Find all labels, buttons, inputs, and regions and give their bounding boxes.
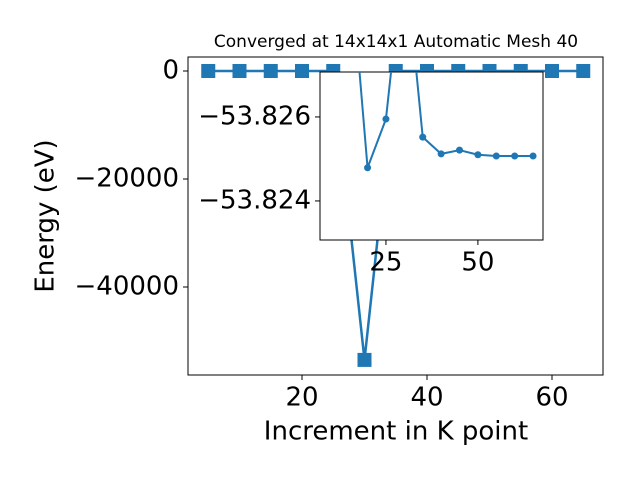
y-tick-label: −53.824: [198, 185, 311, 215]
marker: [529, 152, 537, 160]
chart-title: Converged at 14x14x1 Automatic Mesh 40: [214, 32, 578, 52]
marker: [545, 64, 559, 79]
marker: [456, 146, 464, 154]
marker: [511, 152, 519, 160]
marker: [437, 150, 445, 158]
x-tick-label: 25: [369, 248, 402, 278]
x-tick-label: 20: [285, 383, 318, 413]
marker: [492, 152, 500, 160]
marker: [576, 64, 591, 79]
x-tick-label: 40: [410, 383, 443, 413]
plot-area: [358, 72, 537, 172]
marker: [419, 133, 427, 141]
marker: [357, 352, 372, 367]
x-tick-label: 60: [535, 383, 568, 413]
y-tick-label: −53.826: [198, 101, 311, 131]
y-tick-label: 0: [162, 56, 179, 86]
y-tick-label: −20000: [75, 164, 180, 194]
marker: [364, 164, 372, 172]
marker: [232, 64, 247, 79]
marker: [382, 115, 390, 123]
y-tick-label: −40000: [75, 272, 180, 302]
x-axis-label: Increment in K point: [264, 417, 528, 447]
y-axis-label: Energy (eV): [31, 139, 61, 292]
marker: [263, 64, 278, 79]
marker: [295, 64, 309, 79]
x-tick-label: 50: [461, 248, 494, 278]
marker: [474, 151, 482, 159]
marker: [201, 64, 216, 79]
